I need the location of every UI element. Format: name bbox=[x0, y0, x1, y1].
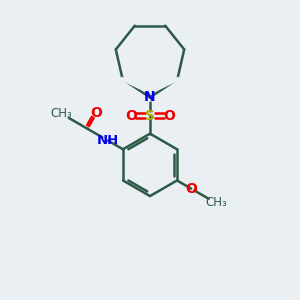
Text: CH₃: CH₃ bbox=[205, 196, 227, 209]
Text: O: O bbox=[125, 109, 137, 123]
Text: O: O bbox=[90, 106, 102, 120]
Text: NH: NH bbox=[97, 134, 119, 147]
Text: O: O bbox=[163, 109, 175, 123]
Text: N: N bbox=[144, 90, 156, 104]
Text: CH₃: CH₃ bbox=[51, 107, 73, 120]
Text: S: S bbox=[145, 109, 155, 123]
Text: O: O bbox=[185, 182, 197, 196]
